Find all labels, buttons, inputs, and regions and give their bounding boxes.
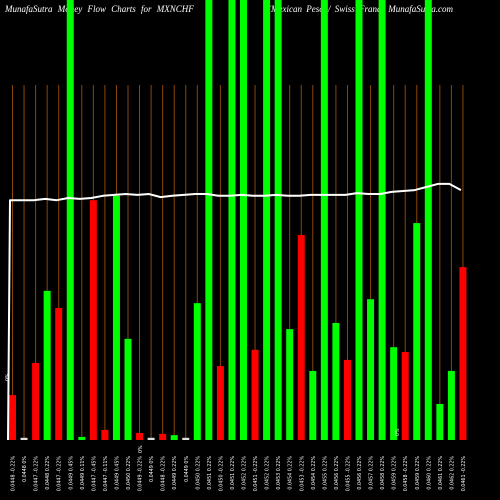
money-flow-bar [286,329,294,440]
x-tick-label: 0.0448 -0.22% [161,456,167,492]
x-tick-label: 0.0457 0.22% [369,456,375,490]
money-flow-bar [112,195,120,440]
percent-annotation: 0% [395,428,401,436]
x-tick-label: 0.0450 0.22% [195,456,201,490]
x-tick-label: 0.0458 -0.22% [403,456,409,492]
money-flow-bar [413,223,421,440]
money-flow-bar [274,0,282,440]
x-tick-label: 0.0449 0% [184,456,190,482]
money-flow-bar [332,322,340,440]
money-flow-bar [240,0,247,440]
x-tick-label: 0.0455 -0.22% [345,456,351,492]
x-tick-label: 0.0453 0.22% [276,456,282,490]
money-flow-bar [447,370,455,440]
x-tick-label: 0.0453 -0.22% [299,456,305,492]
x-tick-label: 0.0460 0.22% [426,456,432,490]
x-tick-label: 0.0449 -0.22% [138,456,144,492]
x-tick-label: 0.0450 0.22% [126,456,132,490]
money-flow-bar [124,338,132,440]
money-flow-bar [193,303,201,440]
x-tick-label: 0.0456 0.22% [334,456,340,490]
x-tick-label: 0.0448 0.22% [45,456,51,490]
money-flow-bar [228,0,236,440]
x-tick-label: 0.0449 0.45% [68,456,74,490]
money-flow-bar [309,370,317,440]
money-flow-bar [66,0,74,440]
x-tick-label: 0.0459 0.22% [392,456,398,490]
x-tick-label: 0.0447 -0.11% [103,456,109,492]
money-flow-bar [159,433,167,440]
money-flow-bar [136,432,144,440]
x-tick-label: 0.0451 -0.22% [253,456,259,492]
x-tick-label: 0.0459 0.22% [415,456,421,490]
x-tick-label: 0.0461 0.22% [438,456,444,490]
money-flow-bar [320,0,328,440]
x-tick-label: 0.0449 0% [149,456,155,482]
money-flow-bar [378,0,386,440]
money-flow-bar [55,308,63,440]
x-tick-label: 0.0447 -0.45% [91,456,97,492]
money-flow-bar [390,347,398,440]
x-tick-label: 0.0458 0.22% [380,456,386,490]
x-tick-label: 0.0449 0.11% [80,456,86,490]
x-tick-label: 0.0451 0.22% [230,456,236,490]
x-tick-label: 0.0449 0.45% [114,456,120,490]
percent-annotation: 0% [138,445,144,453]
x-tick-label: 0.0452 0.22% [242,456,248,490]
money-flow-bar [251,349,259,440]
money-flow-bar [297,234,305,440]
x-tick-label: 0.0451 0.22% [207,456,213,490]
x-tick-label: 0.0462 0.22% [449,456,455,490]
money-flow-bar [216,366,224,440]
money-flow-bar [205,0,213,440]
money-flow-bar [9,395,16,440]
money-flow-bar [20,437,28,440]
percent-annotation: 0% [5,373,11,381]
x-tick-label: 0.0455 0.22% [322,456,328,490]
x-tick-label: 0.0450 -0.22% [218,456,224,492]
money-flow-bar [78,436,86,440]
money-flow-bar [101,429,109,440]
money-flow-bars [9,0,467,440]
money-flow-bar [182,437,190,440]
money-flow-bar [147,437,155,440]
chart-title: MunafaSutra Money Flow Charts for MXNCHF [4,4,194,14]
money-flow-bar [459,267,467,440]
x-tick-label: 0.0454 0.22% [288,456,294,490]
x-tick-label: 0.0447 -0.22% [34,456,40,492]
money-flow-bar [32,363,40,440]
x-tick-label: 0.0461 -0.22% [461,456,467,492]
money-flow-bar [436,403,444,440]
money-flow-bar [355,0,363,440]
trend-line [7,182,462,441]
x-tick-label: 0.0456 0.22% [357,456,363,490]
x-tick-label: 0.0448 0% [22,456,28,482]
x-tick-label: 0.0452 0.22% [265,456,271,490]
money-flow-bar [89,200,97,440]
x-tick-label: 0.0448 -0.22% [11,456,17,492]
money-flow-bar [424,0,432,440]
money-flow-bar [43,290,51,440]
x-tick-label: 0.0447 -0.22% [57,456,63,492]
money-flow-bar [263,0,271,440]
money-flow-bar [401,352,409,440]
money-flow-bar [343,359,351,440]
x-tick-label: 0.0449 0.22% [172,456,178,490]
money-flow-bar [170,435,178,440]
money-flow-bar [367,299,375,440]
x-axis-tick-labels: 0.0448 -0.22% 0.0448 0% 0.0447 -0.22% 0.044… [11,456,467,492]
x-tick-label: 0.0454 0.22% [311,456,317,490]
